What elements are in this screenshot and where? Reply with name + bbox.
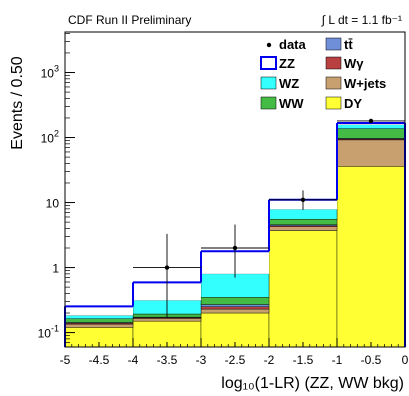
- data-point-2-marker: [232, 245, 238, 251]
- legend-item-zz: ZZ: [260, 56, 295, 71]
- x-tick-label: -0.5: [361, 353, 382, 367]
- bar-ww-bin-5: [336, 128, 406, 139]
- bar-wz-bin-5: [336, 124, 406, 129]
- bar-wz-bin-1: [64, 315, 134, 319]
- legend-item-ww: WW: [260, 96, 304, 111]
- legend-item-tt: tt̄: [325, 37, 353, 52]
- legend-label: WZ: [279, 76, 299, 91]
- legend-item-data: data: [266, 37, 307, 52]
- bar-ww-bin-4: [268, 218, 338, 225]
- bar-dy-bin-5: [336, 166, 406, 348]
- bar-w-bin-3: [200, 306, 270, 310]
- bar-w-jets-bin-5: [336, 139, 406, 167]
- bar-zz-bin-1: [65, 306, 133, 316]
- legend-label: ZZ: [279, 56, 295, 71]
- legend-label: DY: [344, 96, 362, 111]
- y-tick-label: 1: [52, 262, 59, 276]
- x-tick-label: -4.5: [89, 353, 110, 367]
- bar-w-jets-bin-4: [268, 226, 338, 231]
- header-left: CDF Run II Preliminary: [68, 13, 191, 27]
- data-point-1: [133, 233, 201, 318]
- legend-swatch: [325, 37, 342, 51]
- x-tick-label: -2: [264, 353, 275, 367]
- x-tick-label: -3: [196, 353, 207, 367]
- header-right: ∫ L dt = 1.1 fb⁻¹: [321, 13, 402, 27]
- x-tick-label: -5: [60, 353, 71, 367]
- data-point-3-marker: [300, 197, 306, 203]
- data-point-4-marker: [368, 118, 374, 124]
- y-tick-label: 103: [41, 64, 59, 81]
- legend-swatch: [325, 96, 342, 110]
- y-axis-title: Events / 0.50: [9, 56, 26, 149]
- y-axis-ticks: 10-1 1 10 102 103: [38, 33, 75, 348]
- legend-swatch: [266, 42, 272, 48]
- data-points: [133, 118, 405, 318]
- data-point-4: [337, 118, 405, 124]
- y-tick-label: 102: [41, 129, 59, 146]
- x-tick-label: -4: [128, 353, 139, 367]
- legend-swatch: [260, 56, 277, 70]
- bar-tt-bin-3: [200, 304, 270, 307]
- legend-item-dy: DY: [325, 96, 362, 111]
- legend-label: data: [279, 37, 307, 52]
- bar-dy-bin-4: [268, 230, 338, 348]
- x-tick-label: -1: [332, 353, 343, 367]
- bar-w-jets-bin-3: [200, 308, 270, 314]
- legend-label: Wγ: [344, 56, 364, 71]
- data-point-2: [201, 224, 269, 278]
- bar-dy-bin-3: [200, 312, 270, 348]
- legend-swatch: [325, 76, 342, 90]
- x-axis-title: log₁₀(1-LR) (ZZ, WW bkg): [221, 375, 404, 392]
- x-tick-label: -1.5: [293, 353, 314, 367]
- legend-item-w-jets: W+jets: [325, 76, 386, 91]
- legend-label: tt̄: [344, 37, 353, 52]
- data-point-3: [269, 190, 337, 210]
- legend-item-wz: WZ: [260, 76, 299, 91]
- bar-ww-bin-3: [200, 297, 270, 305]
- x-tick-label: -3.5: [157, 353, 178, 367]
- y-tick-label: 10-1: [38, 324, 59, 341]
- bar-wz-bin-4: [268, 209, 338, 220]
- x-tick-label: -2.5: [225, 353, 246, 367]
- x-tick-label: 0: [402, 353, 409, 367]
- legend-label: W+jets: [344, 76, 386, 91]
- data-point-1-marker: [164, 265, 170, 270]
- bar-w-jets-bin-2: [132, 318, 202, 322]
- bar-w-jets-bin-1: [64, 323, 134, 328]
- legend-label: WW: [279, 96, 304, 111]
- legend-swatch: [260, 96, 277, 110]
- legend-swatch: [260, 76, 277, 90]
- legend-item-w: Wγ: [325, 56, 364, 71]
- legend: data tt̄ ZZ Wγ WZ W+jets WW DY: [260, 37, 386, 111]
- bar-ww-bin-1: [64, 318, 134, 323]
- x-axis-ticks: -5 -4.5 -4 -3.5 -3 -2.5 -2 -1.5 -1 -0.5 0: [60, 338, 409, 367]
- y-tick-label: 10: [46, 197, 60, 211]
- legend-swatch: [325, 56, 342, 70]
